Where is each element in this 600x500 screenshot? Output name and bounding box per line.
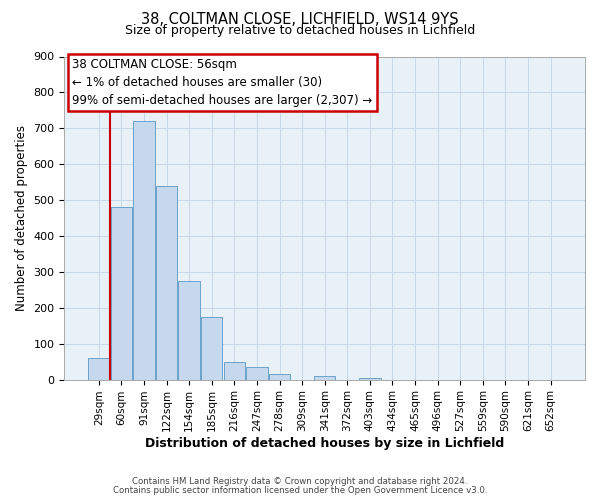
Bar xyxy=(246,367,268,380)
Bar xyxy=(201,317,223,380)
Bar xyxy=(178,281,200,380)
Text: Contains HM Land Registry data © Crown copyright and database right 2024.: Contains HM Land Registry data © Crown c… xyxy=(132,477,468,486)
Bar xyxy=(88,358,110,380)
Bar xyxy=(156,186,177,380)
Y-axis label: Number of detached properties: Number of detached properties xyxy=(15,125,28,311)
Bar xyxy=(224,362,245,380)
Bar xyxy=(359,378,380,380)
Text: 38 COLTMAN CLOSE: 56sqm
← 1% of detached houses are smaller (30)
99% of semi-det: 38 COLTMAN CLOSE: 56sqm ← 1% of detached… xyxy=(72,58,373,107)
Bar xyxy=(314,376,335,380)
Text: Size of property relative to detached houses in Lichfield: Size of property relative to detached ho… xyxy=(125,24,475,37)
Bar xyxy=(110,208,132,380)
Bar xyxy=(269,374,290,380)
Text: Contains public sector information licensed under the Open Government Licence v3: Contains public sector information licen… xyxy=(113,486,487,495)
X-axis label: Distribution of detached houses by size in Lichfield: Distribution of detached houses by size … xyxy=(145,437,505,450)
Bar xyxy=(133,121,155,380)
Text: 38, COLTMAN CLOSE, LICHFIELD, WS14 9YS: 38, COLTMAN CLOSE, LICHFIELD, WS14 9YS xyxy=(141,12,459,28)
